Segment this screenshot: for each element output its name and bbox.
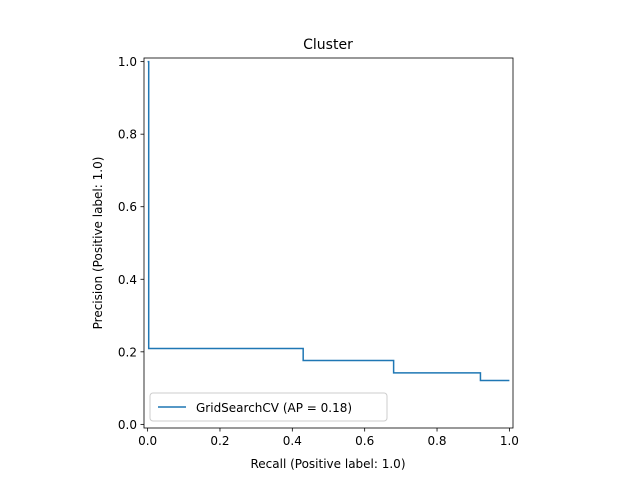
y-tick-label: 0.6 [118, 200, 137, 214]
legend: GridSearchCV (AP = 0.18) [149, 392, 388, 422]
legend-label: GridSearchCV (AP = 0.18) [196, 401, 352, 415]
series-line [147, 60, 510, 382]
y-tick-label: 0.8 [118, 128, 137, 142]
chart-title: Cluster [303, 37, 353, 53]
x-tick-label: 1.0 [500, 434, 519, 448]
y-tick-label: 0.2 [118, 345, 137, 359]
x-tick-label: 0.0 [138, 434, 157, 448]
axes-frame [143, 57, 514, 429]
axis-ticks: 0.0 0.2 0.4 0.6 0.8 1.0 0.0 0.2 0.4 0.6 0.8 1.0 [118, 55, 519, 448]
legend-box [149, 392, 388, 422]
plot-area [147, 60, 510, 382]
x-tick-label: 0.4 [283, 434, 302, 448]
y-axis-label: Precision (Positive label: 1.0) [91, 157, 105, 330]
y-tick-label: 1.0 [118, 55, 137, 69]
x-axis-label: Recall (Positive label: 1.0) [250, 457, 405, 471]
y-tick-label: 0.0 [118, 418, 137, 432]
x-tick-label: 0.6 [355, 434, 374, 448]
y-tick-label: 0.4 [118, 273, 137, 287]
x-tick-label: 0.8 [427, 434, 446, 448]
x-tick-label: 0.2 [210, 434, 229, 448]
